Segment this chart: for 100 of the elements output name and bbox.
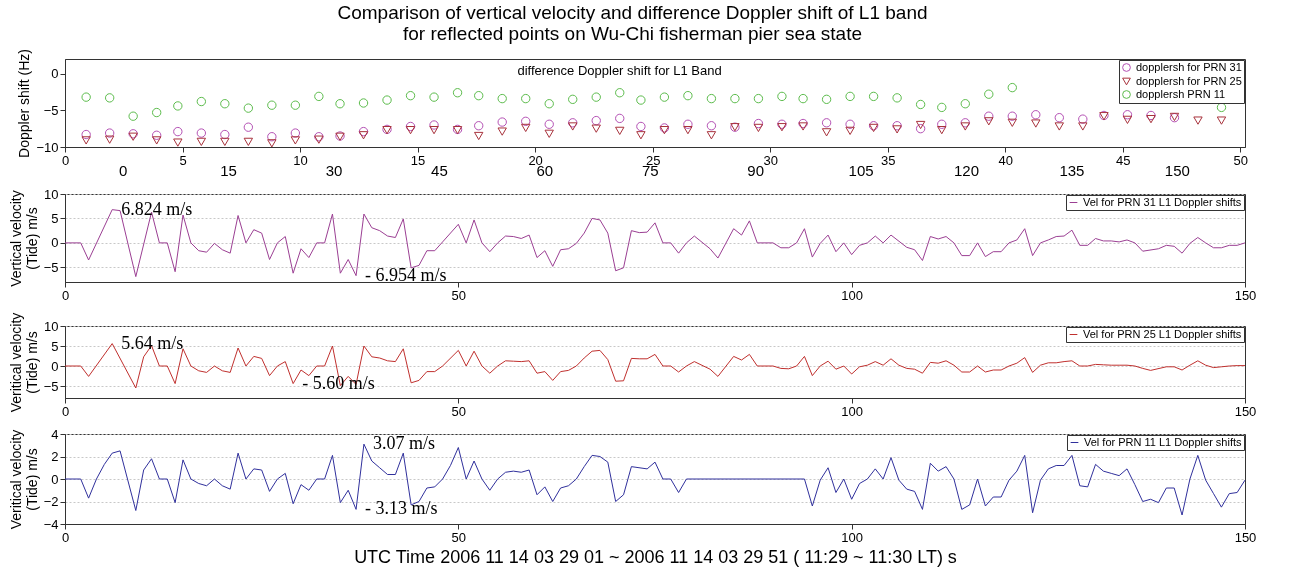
point xyxy=(821,128,832,137)
point xyxy=(892,125,902,134)
point xyxy=(104,128,115,138)
annotation: - 6.954 m/s xyxy=(365,264,447,285)
point xyxy=(1054,122,1064,131)
point xyxy=(1146,115,1156,124)
point xyxy=(960,99,970,109)
y-tick-label: −5 xyxy=(43,102,59,118)
point xyxy=(798,93,808,104)
legend-label: dopplersh for PRN 31 xyxy=(1136,60,1242,73)
point xyxy=(81,136,91,145)
x-tick-label: 40 xyxy=(998,152,1013,168)
x-tick-label: 30 xyxy=(763,152,778,168)
legend-label: Vel for PRN 11 L1 Doppler shifts xyxy=(1084,435,1243,448)
point xyxy=(497,93,507,104)
y-axis-title: Veritical velocity (Tide) m/s xyxy=(7,429,40,530)
point xyxy=(220,137,230,146)
point xyxy=(868,91,879,102)
point xyxy=(659,92,670,102)
point xyxy=(173,138,183,147)
point xyxy=(706,93,717,104)
x-tick-label: 150 xyxy=(1234,403,1257,419)
point xyxy=(1122,115,1133,124)
point xyxy=(474,131,484,141)
point xyxy=(683,119,693,129)
y-tick-label: −5 xyxy=(43,378,59,394)
point xyxy=(937,102,947,113)
x-tick-label: 50 xyxy=(451,403,467,419)
point xyxy=(591,115,601,126)
point xyxy=(591,124,601,133)
point xyxy=(151,136,162,145)
point xyxy=(798,122,808,131)
point xyxy=(1031,119,1041,128)
y-tick-label: 0 xyxy=(51,358,59,374)
point xyxy=(220,99,230,109)
chart-title: Comparison of vertical velocity and difference Doppler shift of L1 band for reflected points on Wu-Chi fisherman pier sea state xyxy=(337,2,928,45)
point xyxy=(405,126,416,135)
point xyxy=(777,119,787,129)
x2-tick-label: 120 xyxy=(953,161,979,179)
annotation: 6.824 m/s xyxy=(121,198,193,219)
point xyxy=(81,129,91,140)
annotation: difference Doppler shift for L1 Band xyxy=(517,63,722,78)
y-tick-label: 0 xyxy=(51,235,59,251)
point xyxy=(960,122,970,131)
point xyxy=(1122,110,1133,120)
point xyxy=(267,100,277,110)
point xyxy=(984,117,994,126)
point xyxy=(81,92,91,102)
annotation: - 3.13 m/s xyxy=(365,498,438,519)
point xyxy=(290,128,301,138)
y-tick-label: 2 xyxy=(51,449,59,464)
point xyxy=(777,91,787,102)
point xyxy=(521,116,531,127)
legend-label: dopplersh for PRN 25 xyxy=(1136,74,1242,87)
point xyxy=(915,123,926,134)
point xyxy=(591,92,601,102)
annotation: 5.64 m/s xyxy=(121,332,184,353)
x-tick-label: 150 xyxy=(1234,529,1257,545)
x-tick-label: 100 xyxy=(841,287,864,303)
point xyxy=(1031,110,1041,120)
x-tick-label: 100 xyxy=(841,529,864,545)
point xyxy=(521,93,531,104)
point xyxy=(290,136,301,145)
annotation: - 5.60 m/s xyxy=(302,372,375,393)
point xyxy=(474,121,484,131)
point xyxy=(267,139,277,148)
point xyxy=(173,101,183,111)
point xyxy=(568,94,578,105)
annotation: 3.07 m/s xyxy=(372,433,435,454)
point xyxy=(544,119,554,129)
x2-tick-label: 135 xyxy=(1059,161,1085,179)
point xyxy=(429,126,439,135)
point xyxy=(683,90,693,101)
point xyxy=(544,99,554,109)
point xyxy=(358,131,369,140)
x-tick-label: 0 xyxy=(61,287,70,303)
point xyxy=(1007,111,1017,121)
point xyxy=(1146,110,1156,121)
point xyxy=(615,126,625,135)
point xyxy=(960,118,970,128)
x-tick-label: 15 xyxy=(410,152,426,168)
point xyxy=(636,95,646,105)
x-tick-label: 45 xyxy=(1116,152,1131,168)
y-tick-label: −4 xyxy=(43,516,59,532)
x-tick-label: 150 xyxy=(1234,287,1257,303)
legend-label: dopplersh PRN 11 xyxy=(1136,87,1226,100)
point xyxy=(568,122,578,131)
point xyxy=(405,90,416,101)
point xyxy=(104,135,115,144)
point xyxy=(452,88,463,98)
point xyxy=(196,128,207,138)
point xyxy=(683,126,693,135)
point xyxy=(892,93,902,103)
y-tick-label: 5 xyxy=(51,210,59,226)
point xyxy=(845,91,855,102)
point xyxy=(636,131,646,140)
point xyxy=(892,121,902,131)
point xyxy=(706,131,717,140)
point xyxy=(706,121,717,131)
y-tick-label: 10 xyxy=(44,318,59,334)
